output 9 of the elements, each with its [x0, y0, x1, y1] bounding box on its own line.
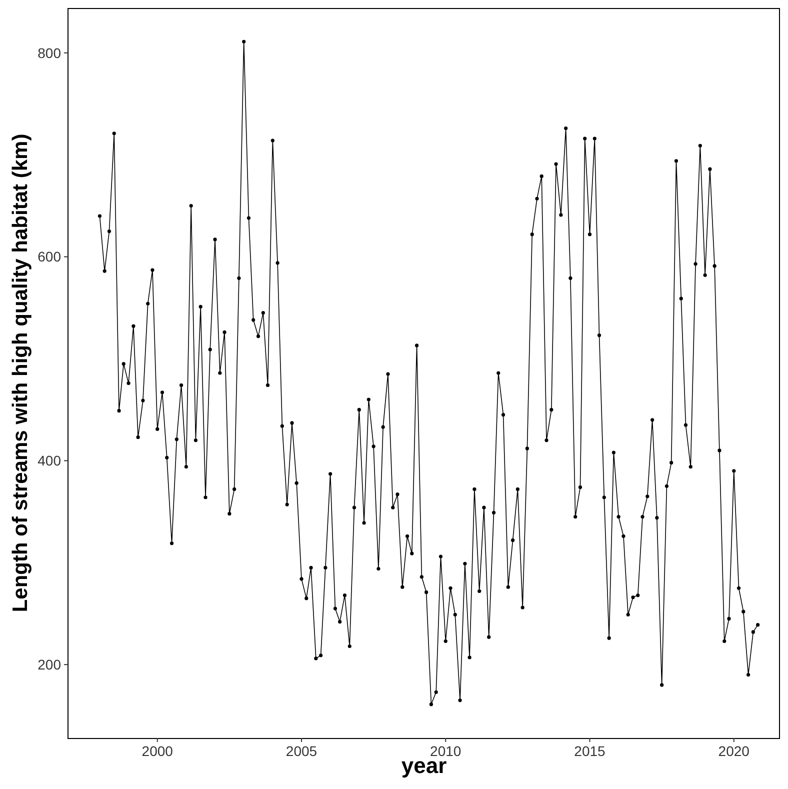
- x-tick-label: 2000: [142, 743, 174, 759]
- x-tick-label: 2015: [574, 743, 606, 759]
- y-tick-label: 600: [38, 248, 62, 265]
- x-tick-label: 2005: [286, 743, 318, 759]
- y-tick-label: 800: [38, 44, 62, 61]
- y-tick-label: 200: [38, 656, 62, 672]
- y-tick-label: 400: [38, 452, 62, 469]
- x-tick-label: 2020: [718, 743, 750, 759]
- y-axis-title: Length of streams with high quality habitat (km): [9, 134, 32, 612]
